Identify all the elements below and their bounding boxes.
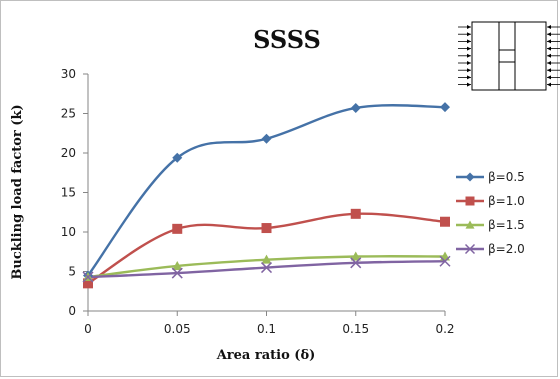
data-point: [350, 251, 361, 261]
legend-marker: [464, 243, 476, 255]
data-point: [172, 260, 183, 270]
data-point: [440, 216, 450, 227]
x-tick-label: 0.15: [342, 322, 369, 336]
data-point: [83, 278, 93, 289]
legend-label: β=2.0: [488, 242, 525, 256]
y-tick-label: 25: [61, 107, 76, 121]
legend-label: β=1.0: [488, 194, 525, 208]
data-point: [350, 208, 361, 219]
legend-label: β=1.5: [488, 218, 525, 232]
y-tick-label: 30: [61, 67, 76, 81]
data-point: [439, 255, 451, 267]
data-point: [261, 133, 272, 144]
plate-diagram-icon: [458, 21, 560, 91]
legend-label: β=0.5: [488, 170, 525, 184]
data-point: [261, 223, 272, 234]
y-tick-label: 20: [61, 146, 76, 160]
data-point: [350, 102, 361, 113]
x-tick-labels: 0 0.05 0.1 0.15 0.2: [84, 311, 455, 336]
data-point: [172, 152, 183, 163]
legend-marker: [465, 172, 475, 182]
y-tick-label: 15: [61, 186, 76, 200]
x-tick-label: 0.05: [164, 322, 191, 336]
x-tick-label: 0.1: [257, 322, 276, 336]
x-tick-label: 0: [84, 322, 92, 336]
data-point: [82, 271, 94, 283]
legend-marker: [465, 220, 475, 229]
series-line-0: [87, 104, 446, 277]
legend-marker: [465, 196, 475, 206]
series-markers: [82, 102, 451, 289]
legend: β=0.5 β=1.0 β=1.5 β=2.0: [456, 170, 525, 256]
y-tick-label: 0: [68, 304, 76, 318]
data-point: [171, 267, 183, 279]
data-point: [261, 254, 272, 264]
y-tick-label: 5: [68, 265, 76, 279]
data-point: [172, 223, 183, 234]
chart-title: SSSS: [253, 25, 321, 54]
x-axis-title: Area ratio (δ): [216, 348, 316, 363]
data-point: [260, 262, 273, 274]
x-tick-label: 0.2: [435, 322, 454, 336]
y-axis-title: Buckling load factor (k): [10, 104, 25, 279]
y-tick-label: 10: [61, 225, 76, 239]
data-point: [440, 102, 450, 113]
data-point: [350, 257, 362, 269]
y-tick-labels: 0 5 10 15 20 25 30: [61, 67, 88, 318]
